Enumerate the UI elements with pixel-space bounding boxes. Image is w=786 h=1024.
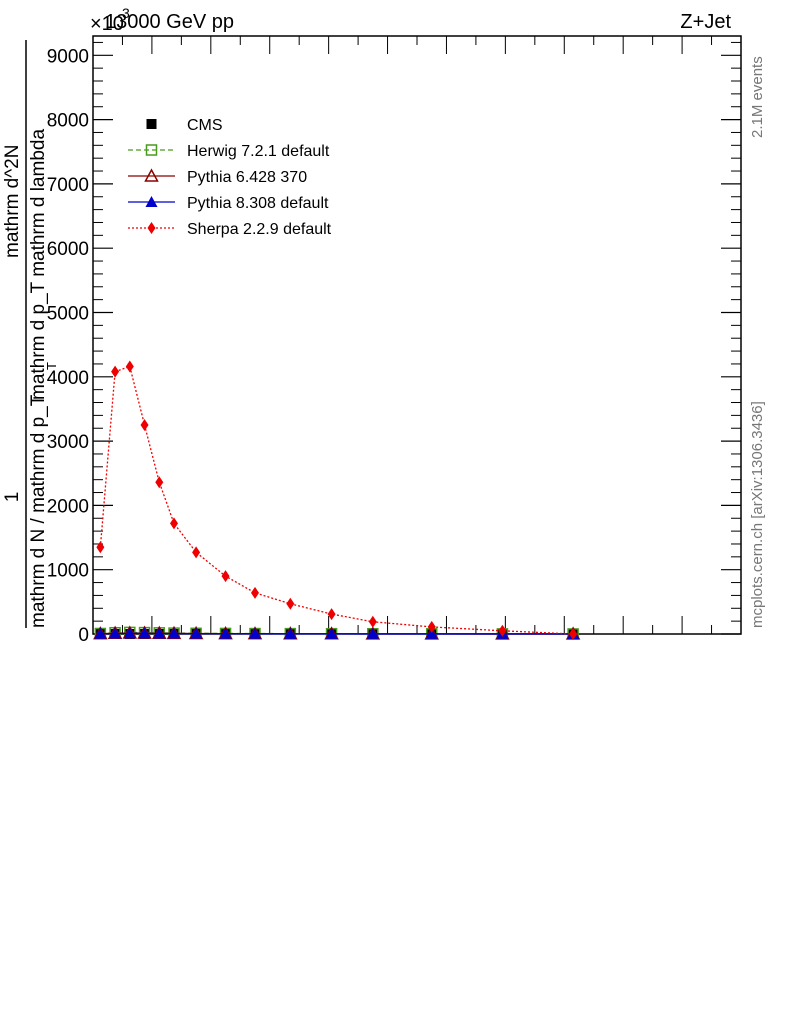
y-tick-label: 9000 <box>47 46 89 67</box>
legend-marker <box>145 144 158 156</box>
legend-label: CMS <box>187 117 223 134</box>
data-point <box>170 517 178 530</box>
axis-multiplier: ×10 <box>90 13 124 35</box>
data-point <box>140 419 149 432</box>
y-axis-label: 1 mathrm d N / mathrm d p_T mathrm d^2N … <box>2 40 59 628</box>
y-label-denominator: mathrm d N / mathrm d p_T <box>28 394 49 628</box>
data-point <box>94 627 107 639</box>
data-point <box>192 546 201 559</box>
data-point <box>368 615 377 628</box>
legend-entry: Sherpa 2.2.9 default <box>128 221 332 238</box>
y-label-subscript: T <box>44 362 59 370</box>
data-point <box>109 627 122 639</box>
data-point <box>219 627 232 639</box>
data-point <box>284 627 297 639</box>
source-credit: mcplots.cern.ch [arXiv:1306.3436] <box>749 401 766 628</box>
header-process: Z+Jet <box>680 11 731 33</box>
data-point <box>153 627 166 639</box>
series-line <box>99 365 574 635</box>
y-tick-label: 0 <box>78 625 89 646</box>
data-point <box>327 608 336 621</box>
y-tick-label: 5000 <box>47 303 89 324</box>
y-tick-label: 7000 <box>47 175 89 196</box>
data-point <box>427 620 436 633</box>
data-point <box>569 628 578 640</box>
data-point <box>123 627 136 639</box>
axis-multiplier-exponent: 3 <box>122 5 130 21</box>
legend-entry: CMS <box>146 117 223 134</box>
legend-entry: Pythia 8.308 default <box>128 195 329 212</box>
series-pythia-8-308-default <box>94 627 580 639</box>
legend: CMS Herwig 7.2.1 default Pythia 6.428 370 P… <box>128 117 332 238</box>
data-point <box>125 360 134 373</box>
data-point <box>366 627 379 639</box>
y-label-top-denominator: mathrm d p_T mathrm d lambda <box>28 129 49 400</box>
legend-label: Sherpa 2.2.9 default <box>187 221 332 238</box>
data-point <box>498 624 507 637</box>
data-point <box>221 570 230 583</box>
data-point <box>168 627 180 639</box>
events-count: 2.1M events <box>749 56 766 138</box>
legend-marker <box>146 119 157 129</box>
legend-entry: Herwig 7.2.1 default <box>128 143 330 160</box>
legend-label: Pythia 8.308 default <box>187 195 329 212</box>
data-point <box>251 586 259 599</box>
data-point <box>138 627 151 639</box>
data-point <box>155 476 164 489</box>
data-point <box>325 627 338 639</box>
legend-marker <box>144 168 159 182</box>
series-layer <box>93 360 581 640</box>
data-point <box>190 627 203 639</box>
legend-marker <box>145 196 158 207</box>
y-tick-label: 3000 <box>47 432 89 453</box>
y-label-top-numerator: mathrm d^2N <box>2 145 23 258</box>
data-point <box>286 597 295 610</box>
header-energy: 13000 GeV pp <box>105 11 234 33</box>
series-sherpa-2-2-9-default <box>96 360 578 640</box>
y-tick-label: 1000 <box>47 561 89 582</box>
legend-label: Pythia 6.428 370 <box>187 169 307 186</box>
legend-entry: Pythia 6.428 370 <box>128 168 307 186</box>
legend-label: Herwig 7.2.1 default <box>187 143 330 160</box>
data-point <box>111 365 120 378</box>
y-tick-label: 4000 <box>47 368 89 389</box>
y-tick-label: 6000 <box>47 239 89 260</box>
data-point <box>249 627 261 639</box>
y-label-numerator: 1 <box>2 492 23 503</box>
y-tick-label: 2000 <box>47 496 89 517</box>
y-tick-label: 8000 <box>47 111 89 132</box>
data-point <box>96 541 105 554</box>
legend-marker <box>147 222 156 234</box>
data-point <box>425 627 438 639</box>
